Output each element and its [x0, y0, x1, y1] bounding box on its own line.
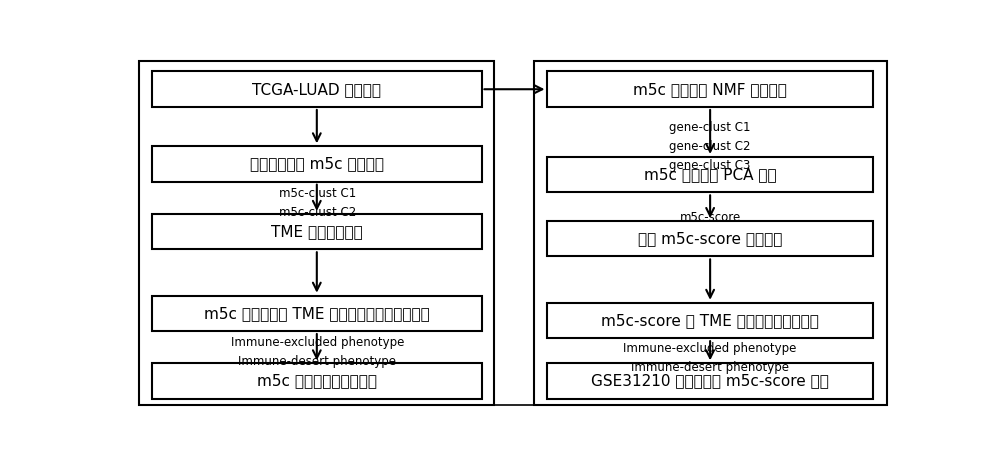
Text: TCGA-LUAD 数据下载: TCGA-LUAD 数据下载: [252, 82, 381, 97]
FancyBboxPatch shape: [547, 363, 873, 399]
Text: m5c 修饰模式与 TME 浸润细胞识别相关性分析: m5c 修饰模式与 TME 浸润细胞识别相关性分析: [204, 306, 430, 321]
FancyBboxPatch shape: [547, 157, 873, 192]
FancyBboxPatch shape: [547, 72, 873, 107]
FancyBboxPatch shape: [152, 363, 482, 399]
Text: m5c-clust C1
m5c-clust C2: m5c-clust C1 m5c-clust C2: [279, 187, 356, 219]
Text: TME 浸润细胞识别: TME 浸润细胞识别: [271, 224, 363, 239]
Text: Immune-excluded phenotype
Immune-desert phenotype: Immune-excluded phenotype Immune-desert …: [231, 336, 404, 369]
Text: 验证 m5c-score 的分类值: 验证 m5c-score 的分类值: [638, 231, 782, 246]
Text: m5c 相关基因 PCA 分析: m5c 相关基因 PCA 分析: [644, 167, 776, 182]
FancyBboxPatch shape: [547, 303, 873, 338]
Text: gene-clust C1
gene-clust C2
gene-clust C3: gene-clust C1 gene-clust C2 gene-clust C…: [669, 121, 751, 172]
Text: GSE31210 数据集验证 m5c-score 模式: GSE31210 数据集验证 m5c-score 模式: [591, 373, 829, 389]
Text: m5c-score: m5c-score: [680, 211, 741, 224]
FancyBboxPatch shape: [152, 296, 482, 331]
Text: m5c 表型相关基因簇鉴定: m5c 表型相关基因簇鉴定: [257, 373, 377, 389]
FancyBboxPatch shape: [547, 221, 873, 256]
FancyBboxPatch shape: [152, 214, 482, 249]
FancyBboxPatch shape: [152, 72, 482, 107]
Text: Immune-excluded phenotype
Immune-desert phenotype: Immune-excluded phenotype Immune-desert …: [623, 342, 797, 374]
Text: m5c-score 与 TME 浸润识别相关性分析: m5c-score 与 TME 浸润识别相关性分析: [601, 313, 819, 328]
FancyBboxPatch shape: [152, 146, 482, 182]
Text: 集群技术识别 m5c 修饰模式: 集群技术识别 m5c 修饰模式: [250, 157, 384, 171]
Text: m5c 相关基因 NMF 集群算法: m5c 相关基因 NMF 集群算法: [633, 82, 787, 97]
